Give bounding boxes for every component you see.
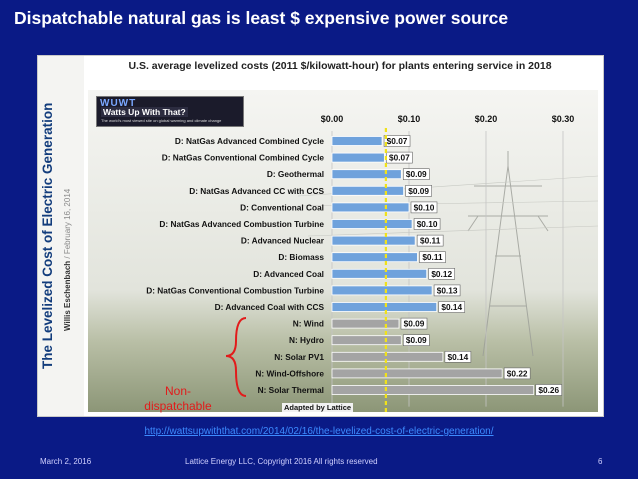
value-label-box [383, 135, 411, 147]
value-label: $0.14 [447, 352, 468, 362]
category-label: D: Conventional Coal [240, 202, 324, 212]
bar [331, 302, 438, 312]
category-label: D: Biomass [278, 252, 324, 262]
bar [331, 385, 535, 395]
value-label-box [503, 367, 531, 380]
category-label: D: Advanced Coal [253, 269, 324, 279]
chart-title: U.S. average levelized costs (2011 $/kil… [128, 60, 552, 72]
category-label: N: Wind [293, 319, 324, 329]
value-labels: $0.07 $0.07 $0.09 $0.09 $0.10 $0.10 $0.11 $0.11… [383, 135, 563, 396]
bar [331, 318, 400, 329]
footer-copyright: Lattice Energy LLC, Copyright 2016 All r… [185, 457, 378, 466]
bar [331, 252, 418, 263]
slide-title: Dispatchable natural gas is least $ expe… [14, 8, 509, 28]
value-label: $0.09 [406, 335, 427, 345]
bar [331, 368, 503, 379]
bar [331, 185, 405, 196]
category-label: D: NatGas Conventional Combined Cycle [162, 153, 325, 163]
category-label: D: Advanced Nuclear [241, 236, 325, 246]
bar [331, 169, 402, 180]
value-label-box [428, 268, 456, 280]
wuwt-site-name: Watts Up With That? [101, 107, 188, 117]
value-label: $0.26 [538, 385, 559, 395]
bar [331, 351, 444, 362]
bar [331, 235, 416, 246]
category-label: N: Hydro [289, 335, 324, 345]
bar [331, 136, 383, 146]
x-tick-label: $0.00 [321, 114, 344, 124]
value-label: $0.13 [437, 285, 458, 295]
bar [331, 268, 428, 279]
value-label-box [402, 334, 430, 347]
wuwt-logo: WUWT [100, 98, 137, 109]
chart-bars [331, 136, 535, 395]
bar [331, 335, 402, 346]
value-label-box [419, 251, 446, 263]
x-tick-label: $0.30 [552, 114, 575, 124]
category-label: N: Wind-Offshore [255, 368, 324, 378]
value-label: $0.14 [441, 302, 462, 312]
category-label: D: Geothermal [267, 169, 324, 179]
value-label-box [444, 350, 472, 363]
value-label: $0.12 [431, 269, 452, 279]
value-label-box [535, 384, 563, 396]
category-label: D: Advanced Coal with CCS [215, 302, 325, 312]
value-label: $0.09 [408, 186, 429, 196]
x-axis-ticks: $0.00 $0.10 $0.20 $0.30 [321, 114, 575, 124]
wuwt-tagline: The world's most viewed site on global w… [101, 118, 222, 123]
value-label-box [413, 218, 441, 230]
value-label-box [400, 317, 428, 330]
value-label: $0.09 [404, 319, 425, 329]
non-dispatchable-bracket [225, 317, 247, 397]
value-label-box [438, 301, 466, 313]
bar [331, 285, 433, 296]
footer-page-number: 6 [598, 457, 603, 466]
category-label: D: NatGas Advanced Combined Cycle [175, 136, 324, 146]
value-label: $0.07 [387, 136, 408, 146]
source-link[interactable]: http://wattsupwiththat.com/2014/02/16/th… [144, 426, 494, 437]
category-label: N: Solar Thermal [258, 385, 324, 395]
bar [331, 152, 385, 163]
levelized-cost-chart: $0.00 $0.10 $0.20 $0.30 D: NatGas Advanced … [88, 90, 599, 412]
value-label-box [433, 284, 461, 297]
value-label-box [410, 201, 438, 214]
value-label: $0.07 [389, 153, 410, 163]
category-label: D: NatGas Advanced CC with CCS [189, 186, 324, 196]
category-label: D: NatGas Advanced Combustion Turbine [159, 219, 324, 229]
adapted-credit: Adapted by Lattice [282, 403, 354, 412]
article-sidebar: The Levelized Cost of Electric Generatio… [38, 56, 84, 416]
category-labels: D: NatGas Advanced Combined Cycle D: NatG… [146, 136, 325, 395]
value-label-box [405, 185, 432, 197]
value-label-box [402, 168, 430, 180]
value-label: $0.11 [422, 252, 443, 262]
value-label: $0.11 [420, 236, 441, 246]
bar [331, 219, 413, 229]
x-tick-label: $0.20 [475, 114, 498, 124]
non-dispatchable-text: Non- dispatchable [144, 384, 212, 413]
value-label: $0.10 [414, 202, 435, 212]
footer-date: March 2, 2016 [40, 457, 92, 466]
chart-panel: The Levelized Cost of Electric Generatio… [37, 55, 604, 417]
value-label: $0.09 [406, 169, 427, 179]
category-label: N: Solar PV1 [274, 352, 324, 362]
category-label: D: NatGas Conventional Combustion Turbin… [146, 285, 324, 295]
value-label: $0.22 [507, 368, 528, 378]
bar [331, 202, 410, 213]
wuwt-logo-banner: WUWT Watts Up With That? The world's mos… [96, 96, 244, 127]
x-tick-label: $0.10 [398, 114, 421, 124]
value-label: $0.10 [417, 219, 438, 229]
non-dispatchable-label: Non- dispatchable [138, 384, 218, 414]
value-label-box [416, 234, 444, 247]
